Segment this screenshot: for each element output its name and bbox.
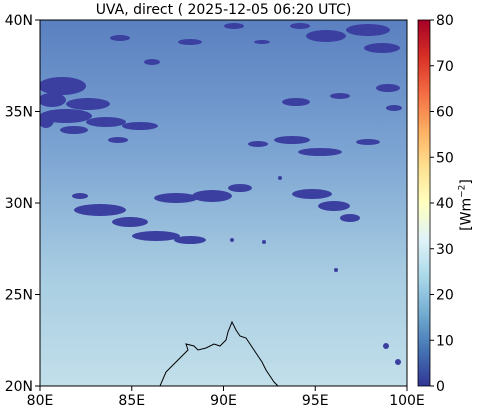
cloud-patch	[60, 126, 88, 134]
colorbar-tick-label: 10	[436, 333, 454, 349]
cloud-patch	[292, 189, 332, 199]
cloud-patch	[282, 98, 310, 106]
cloud-patch	[40, 77, 86, 95]
x-tick-label: 85E	[118, 393, 145, 409]
x-tick-label: 90E	[210, 393, 237, 409]
cloud-patch	[86, 117, 126, 127]
cloud-patch	[298, 148, 342, 156]
cloud-patch	[122, 122, 158, 130]
x-tick-label: 80E	[27, 393, 54, 409]
cloud-patch	[340, 214, 360, 222]
colorbar-tick-label: 30	[436, 242, 454, 258]
colorbar-tick-label: 80	[436, 13, 454, 29]
colorbar-tick-label: 60	[436, 105, 454, 121]
cloud-patch	[383, 343, 389, 349]
cloud-patch	[334, 268, 338, 272]
coastline	[159, 320, 279, 386]
cloud-patch	[254, 40, 270, 44]
cloud-patch	[40, 93, 66, 107]
cloud-patches	[40, 23, 402, 400]
cloud-patch	[154, 193, 198, 203]
cloud-patch	[346, 24, 390, 36]
cloud-patch	[144, 59, 160, 65]
uva-field	[40, 20, 407, 386]
cloud-patch	[174, 236, 206, 244]
colorbar-tick-label: 70	[436, 59, 454, 75]
cloud-patch	[228, 184, 252, 192]
cloud-patch	[290, 23, 310, 29]
cloud-patch	[376, 84, 400, 92]
cloud-patch	[248, 141, 268, 147]
cloud-patch	[110, 35, 130, 41]
cloud-patch	[66, 98, 110, 110]
colorbar-tick-label: 40	[436, 196, 454, 212]
cloud-patch	[112, 217, 148, 227]
cloud-patch	[380, 396, 384, 400]
cloud-patch	[274, 136, 310, 144]
cloud-patch	[230, 238, 234, 242]
cloud-patch	[306, 30, 346, 42]
y-tick-label: 20N	[5, 379, 33, 395]
cloud-patch	[364, 43, 400, 53]
y-tick-label: 40N	[5, 13, 33, 29]
cloud-patch	[132, 231, 180, 241]
cloud-patch	[278, 176, 282, 180]
colorbar	[417, 19, 431, 387]
cloud-patch	[224, 23, 244, 29]
x-tick-label: 100E	[389, 393, 425, 409]
cloud-patch	[108, 137, 128, 143]
colorbar-tick-label: 0	[436, 379, 445, 395]
y-axis: 40N 35N 30N 25N 20N	[5, 13, 40, 395]
map-title: UVA, direct ( 2025-12-05 06:20 UTC)	[95, 2, 352, 18]
x-axis: 80E 85E 90E 95E 100E	[27, 386, 425, 409]
cloud-patch	[330, 93, 350, 99]
colorbar-tick-label: 50	[436, 150, 454, 166]
colorbar-tick-label: 20	[436, 288, 454, 304]
cloud-patch	[178, 39, 202, 45]
cloud-patch	[318, 201, 350, 211]
cloud-patch	[395, 359, 401, 365]
cloud-patch	[74, 204, 126, 216]
cloud-patch	[40, 112, 54, 128]
y-tick-label: 25N	[5, 288, 33, 304]
x-tick-label: 95E	[302, 393, 329, 409]
cloud-patch	[192, 190, 232, 202]
cloud-patch	[262, 240, 266, 244]
cloud-patch	[356, 139, 380, 145]
cloud-patch	[386, 105, 402, 111]
cloud-patch	[72, 193, 88, 199]
colorbar-ticks: 80 70 60 50 40 30 20 10 0	[430, 13, 454, 395]
y-tick-label: 30N	[5, 196, 33, 212]
y-tick-label: 35N	[5, 105, 33, 121]
colorbar-label: [Wm−2]	[457, 179, 475, 231]
